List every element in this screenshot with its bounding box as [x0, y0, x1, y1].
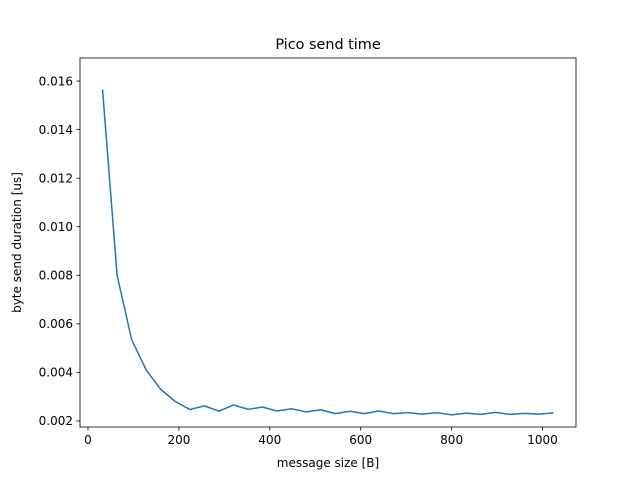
y-axis-label: byte send duration [us]: [10, 172, 24, 313]
x-tick-label: 200: [167, 433, 190, 447]
y-tick-label: 0.006: [39, 317, 73, 331]
x-tick-label: 600: [349, 433, 372, 447]
y-tick-label: 0.010: [39, 220, 73, 234]
x-tick-label: 0: [84, 433, 92, 447]
x-tick-label: 800: [440, 433, 463, 447]
y-tick-label: 0.012: [39, 171, 73, 185]
y-tick-label: 0.004: [39, 366, 73, 380]
y-tick-label: 0.002: [39, 414, 73, 428]
y-tick-label: 0.016: [39, 74, 73, 88]
plot-area: [101, 89, 554, 416]
x-tick-label: 400: [258, 433, 281, 447]
x-tick-label: 1000: [527, 433, 558, 447]
x-axis-label: message size [B]: [277, 456, 379, 470]
axes-frame: [79, 57, 577, 428]
y-tick-label: 0.014: [39, 123, 73, 137]
series-line-0: [101, 89, 554, 416]
y-axis: 0.002 0.004 0.006 0.008 0.010 0.012 0.014 0.016: [39, 74, 80, 428]
chart-title: Pico send time: [275, 37, 380, 53]
y-tick-label: 0.008: [39, 269, 73, 283]
x-axis: 0 200 400 600 800 1000: [84, 427, 558, 447]
